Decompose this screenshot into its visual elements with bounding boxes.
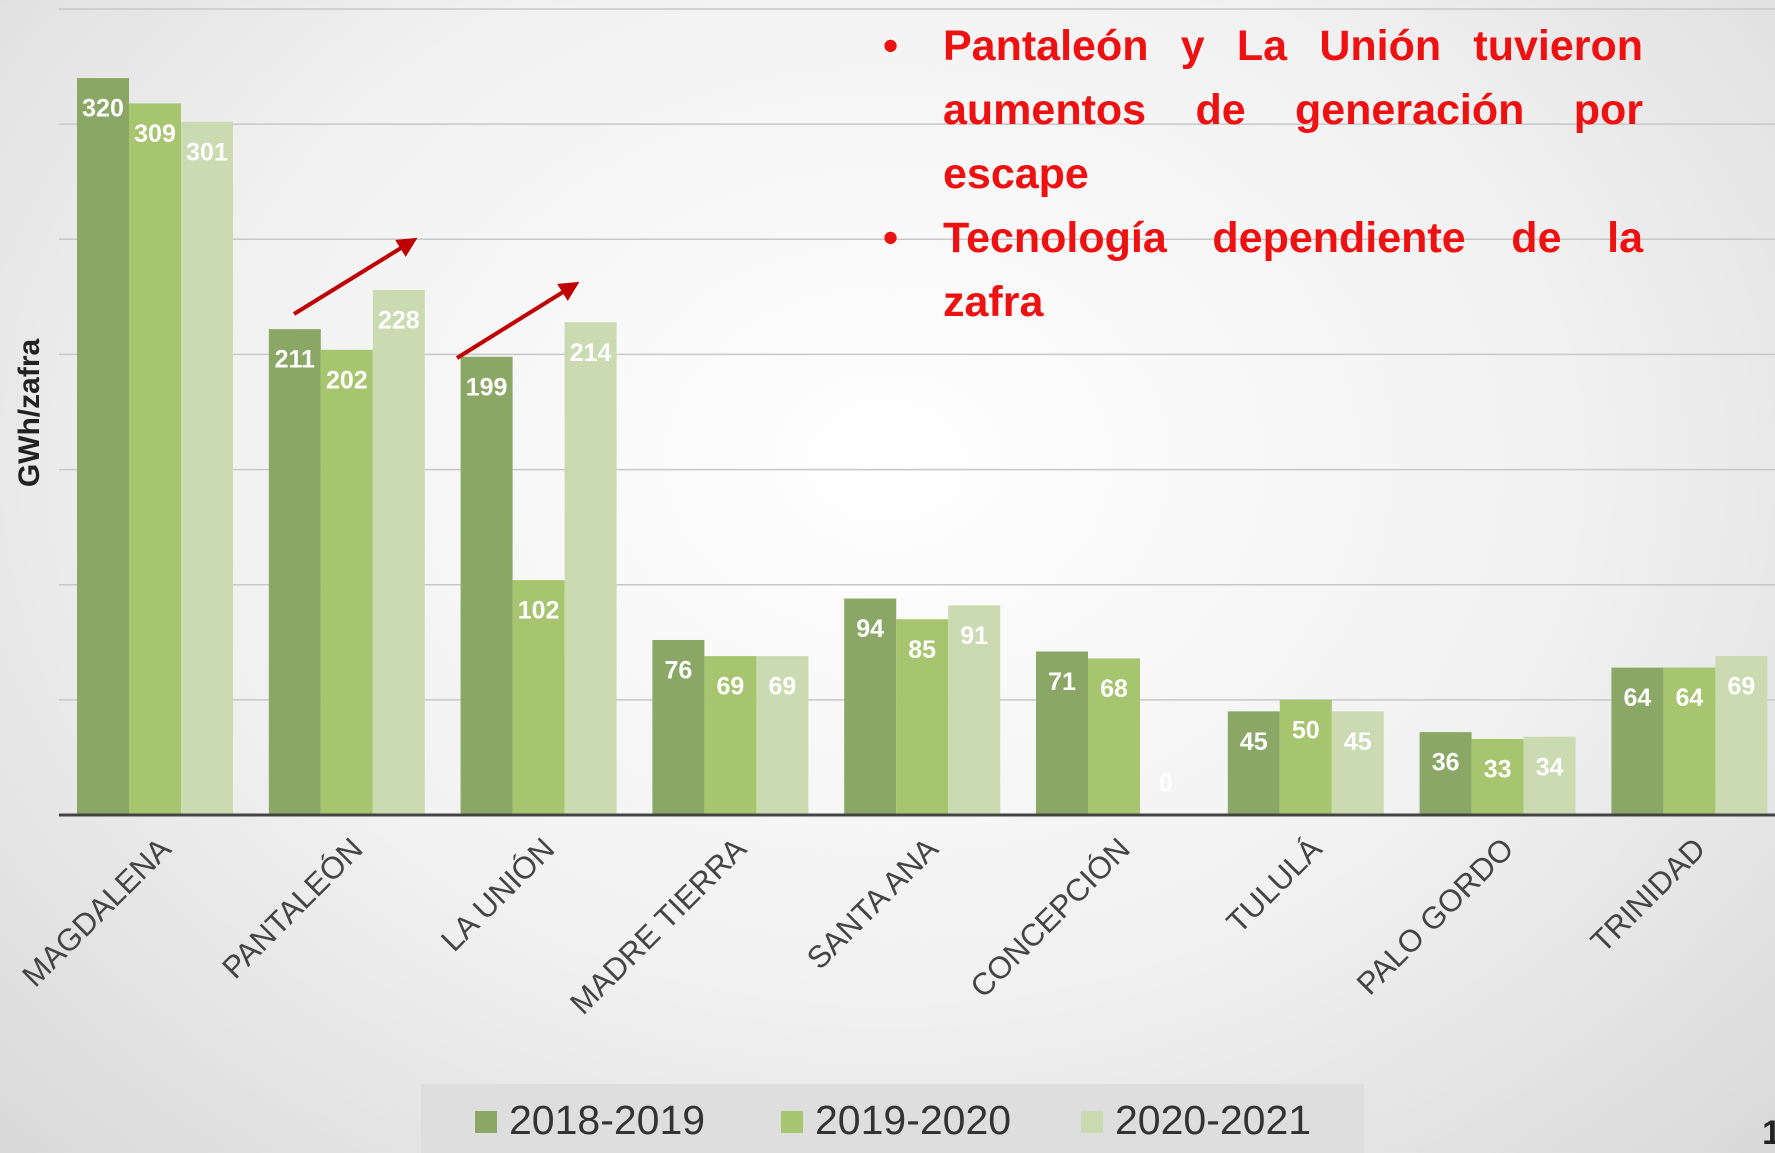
bar [896, 619, 949, 815]
bar [372, 289, 425, 815]
bar [1663, 667, 1716, 815]
data-label: 320 [82, 95, 124, 123]
x-tick-label: PALO GORDO [1350, 831, 1521, 1002]
data-label: 45 [1344, 728, 1372, 756]
bar [652, 639, 705, 815]
bar [77, 78, 129, 816]
bar [1227, 711, 1280, 815]
legend-swatch [781, 1111, 803, 1133]
data-label: 45 [1240, 728, 1268, 756]
bar [460, 356, 513, 815]
x-tick-label: PANTALEÓN [215, 831, 369, 985]
bar [181, 121, 233, 816]
bar [844, 598, 897, 815]
bar [512, 580, 565, 815]
data-label: 102 [518, 597, 560, 625]
bar [1523, 736, 1576, 815]
data-label: 71 [1048, 668, 1076, 696]
annotation: Pantaleón y La Unión tuvieron aumentos d… [883, 14, 1643, 206]
annotation-list: Pantaleón y La Unión tuvieron aumentos d… [883, 14, 1643, 334]
data-label: 69 [768, 673, 796, 701]
legend-box [421, 1084, 1364, 1153]
bar [1471, 739, 1524, 815]
data-label: 94 [856, 615, 884, 643]
legend-label: 2018-2019 [509, 1097, 705, 1143]
bar [948, 605, 1001, 815]
x-tick-label: CONCEPCIÓN [963, 831, 1136, 1004]
data-label: 64 [1675, 684, 1703, 712]
x-tick-label: TRINIDAD [1584, 831, 1712, 959]
legend-label: 2020-2021 [1115, 1097, 1311, 1143]
legend-swatch [475, 1111, 497, 1133]
bar [1715, 656, 1768, 815]
data-label: 301 [186, 138, 228, 166]
data-label: 69 [716, 673, 744, 701]
arrow [455, 281, 580, 360]
data-label: 0 [1159, 770, 1173, 798]
data-label: 50 [1292, 716, 1320, 744]
bar [320, 349, 373, 815]
data-label: 309 [134, 120, 176, 148]
x-tick-label: MAGDALENA [15, 831, 178, 994]
data-label: 36 [1432, 749, 1460, 777]
bar [1331, 711, 1384, 815]
bar [1088, 658, 1140, 815]
data-label: 85 [908, 636, 936, 664]
x-tick-label: LA UNIÓN [434, 831, 561, 958]
data-label: 214 [570, 339, 612, 367]
data-label: 69 [1727, 673, 1755, 701]
data-label: 228 [378, 307, 420, 335]
data-label: 211 [275, 346, 315, 374]
bar [268, 329, 321, 815]
bar [756, 656, 809, 815]
data-label: 33 [1484, 756, 1512, 784]
annotation: Tecnología dependiente de la zafra [883, 206, 1643, 334]
slide-number: 1 [1762, 1114, 1775, 1152]
data-label: 76 [664, 657, 692, 685]
data-label: 202 [326, 366, 368, 394]
data-label: 68 [1100, 675, 1128, 703]
arrow [292, 237, 418, 316]
legend-label: 2019-2020 [815, 1097, 1011, 1143]
legend-swatch [1081, 1111, 1103, 1133]
data-label: 199 [466, 373, 508, 401]
bar [1611, 667, 1664, 815]
bar [1036, 651, 1088, 815]
data-label: 34 [1536, 753, 1564, 781]
data-label: 64 [1623, 684, 1651, 712]
y-axis-label: GWh/zafra [13, 339, 46, 488]
bar [129, 103, 181, 816]
x-tick-label: SANTA ANA [800, 831, 945, 976]
x-tick-label: MADRE TIERRA [563, 831, 753, 1021]
bar [704, 656, 757, 815]
bar [1419, 732, 1472, 815]
x-tick-label: TULULÁ [1220, 831, 1329, 940]
bar [564, 322, 617, 815]
data-label: 91 [960, 622, 988, 650]
bar [1279, 699, 1332, 815]
